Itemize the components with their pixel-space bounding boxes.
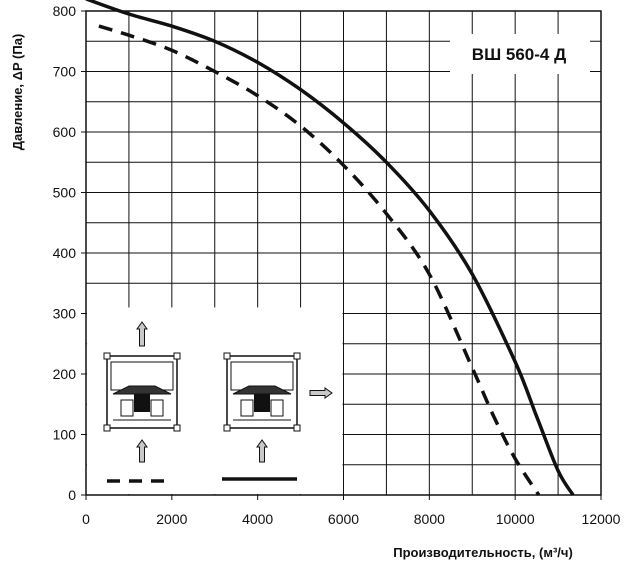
x-tick-label: 2000	[156, 511, 187, 527]
fan-motor	[254, 394, 270, 412]
y-tick-label: 400	[53, 245, 77, 261]
fan-side-right	[150, 399, 164, 417]
x-tick-label: 0	[82, 511, 90, 527]
y-tick-label: 200	[53, 366, 77, 382]
installation-diagram-vertical	[103, 352, 181, 432]
series-line-solid	[85, 0, 575, 496]
unit-corner	[173, 352, 181, 360]
y-tick-label: 500	[53, 185, 77, 201]
y-tick-label: 700	[53, 64, 77, 80]
x-axis-title: Производительность, (м³/ч)	[393, 545, 573, 560]
unit-corner	[293, 352, 301, 360]
y-tick-label: 300	[53, 306, 77, 322]
airflow-in-arrow	[136, 439, 148, 463]
fan-scroll	[232, 385, 292, 395]
y-tick-label: 800	[53, 3, 77, 19]
unit-upper-panel	[110, 361, 174, 391]
unit-corner	[173, 424, 181, 432]
installation-diagram-side	[223, 352, 301, 432]
unit-corner	[223, 424, 231, 432]
fan-side-left	[120, 399, 134, 417]
y-tick-label: 0	[68, 487, 76, 503]
installation-inset	[87, 307, 343, 494]
model-label-box: ВШ 560-4 Д	[450, 34, 590, 74]
x-tick-label: 6000	[328, 511, 359, 527]
fan-side-left	[240, 399, 254, 417]
unit-corner	[103, 424, 111, 432]
x-tick-label: 12000	[582, 511, 621, 527]
fan-side-right	[270, 399, 284, 417]
unit-upper-panel	[230, 361, 294, 391]
airflow-out-arrow	[136, 321, 148, 347]
airflow-side-arrow	[309, 387, 333, 399]
unit-corner	[223, 352, 231, 360]
fan-scroll	[112, 385, 172, 395]
y-tick-label: 600	[53, 124, 77, 140]
fan-motor	[134, 394, 150, 412]
x-tick-label: 4000	[242, 511, 273, 527]
unit-corner	[103, 352, 111, 360]
model-label: ВШ 560-4 Д	[472, 45, 566, 64]
series-line-dashed	[98, 24, 541, 496]
x-tick-label: 8000	[414, 511, 445, 527]
series-lines	[85, 0, 575, 496]
y-tick-label: 100	[53, 427, 77, 443]
airflow-in-arrow	[256, 439, 268, 463]
x-tick-label: 10000	[496, 511, 535, 527]
unit-corner	[293, 424, 301, 432]
y-axis-title: Давление, ΔP (Па)	[10, 34, 25, 151]
model-label-background	[450, 34, 590, 74]
